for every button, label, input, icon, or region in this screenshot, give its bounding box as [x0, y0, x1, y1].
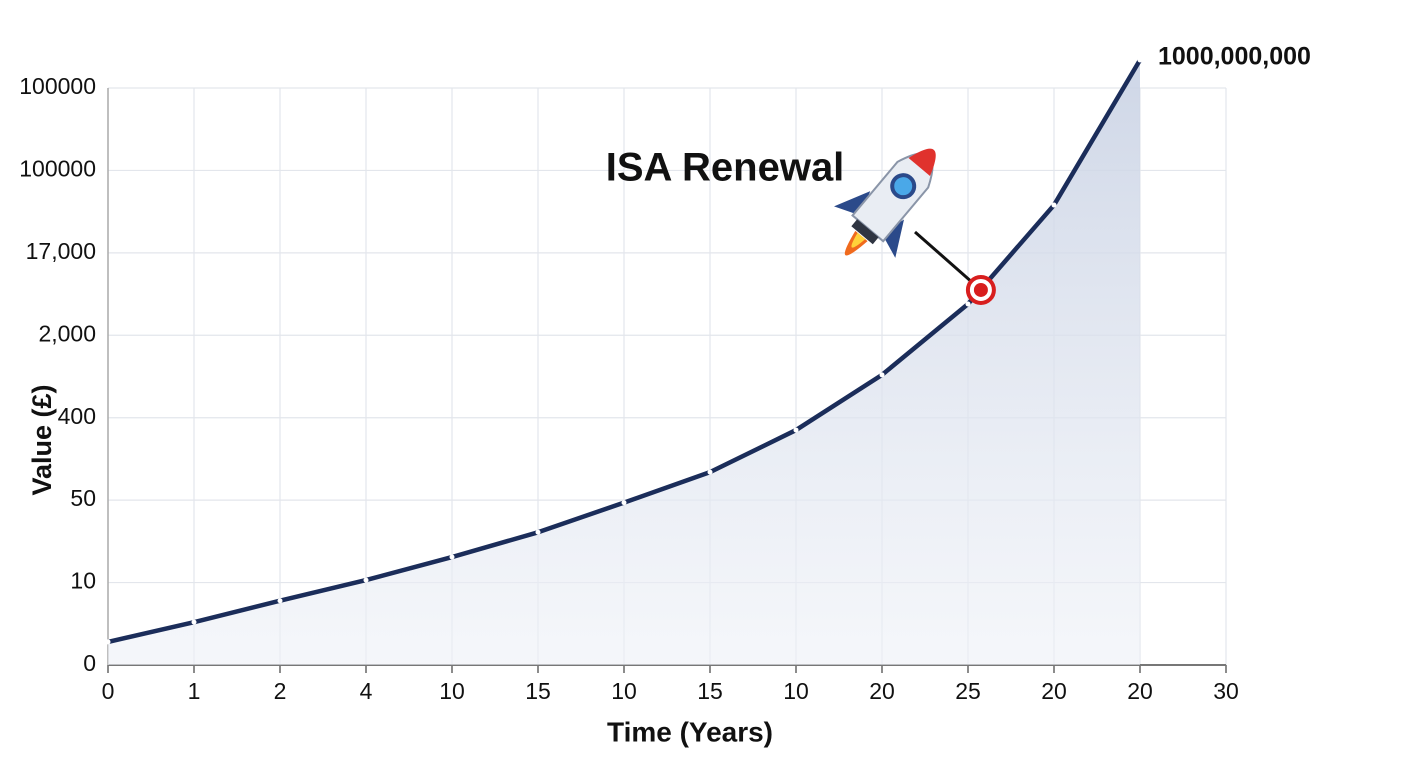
annotation-label: ISA Renewal	[606, 146, 845, 190]
x-tick-label: 15	[697, 678, 723, 704]
point	[449, 554, 455, 560]
y-tick-label: 10	[70, 568, 96, 594]
y-tick-label: 2,000	[38, 320, 96, 346]
x-tick-label: 30	[1213, 678, 1239, 704]
point	[535, 529, 541, 535]
end-label: 1000,000,000	[1158, 43, 1311, 71]
annotation-marker-core	[973, 282, 988, 297]
point	[277, 598, 283, 604]
y-tick-label: 100000	[19, 73, 96, 99]
x-tick-label: 15	[525, 678, 551, 704]
point	[621, 500, 627, 506]
y-axis-title: Value (£)	[27, 384, 57, 495]
area	[108, 59, 1140, 665]
point	[1137, 57, 1143, 63]
point	[191, 619, 197, 625]
point	[879, 372, 885, 378]
x-tick-label: 1	[188, 678, 201, 704]
x-tick-label: 4	[360, 678, 373, 704]
x-tick-label: 20	[1127, 678, 1153, 704]
x-tick-label: 0	[102, 678, 115, 704]
point	[1051, 202, 1057, 208]
point	[707, 469, 713, 475]
y-tick-label: 50	[70, 485, 96, 511]
x-tick-label: 10	[439, 678, 465, 704]
x-tick-label: 20	[869, 678, 895, 704]
y-tick-label: 400	[58, 403, 96, 429]
x-tick-label: 10	[783, 678, 809, 704]
x-axis-title: Time (Years)	[607, 716, 773, 747]
x-tick-label: 10	[611, 678, 637, 704]
x-tick-label: 20	[1041, 678, 1067, 704]
rocket-icon	[834, 148, 936, 258]
x-tick-label: 25	[955, 678, 981, 704]
y-tick-label: 0	[83, 650, 96, 676]
point	[105, 639, 111, 645]
x-tick-label: 2	[274, 678, 287, 704]
y-tick-label: 100000	[19, 156, 96, 182]
point	[363, 577, 369, 583]
y-tick-label: 17,000	[26, 238, 96, 264]
point	[793, 427, 799, 433]
point	[965, 301, 971, 307]
